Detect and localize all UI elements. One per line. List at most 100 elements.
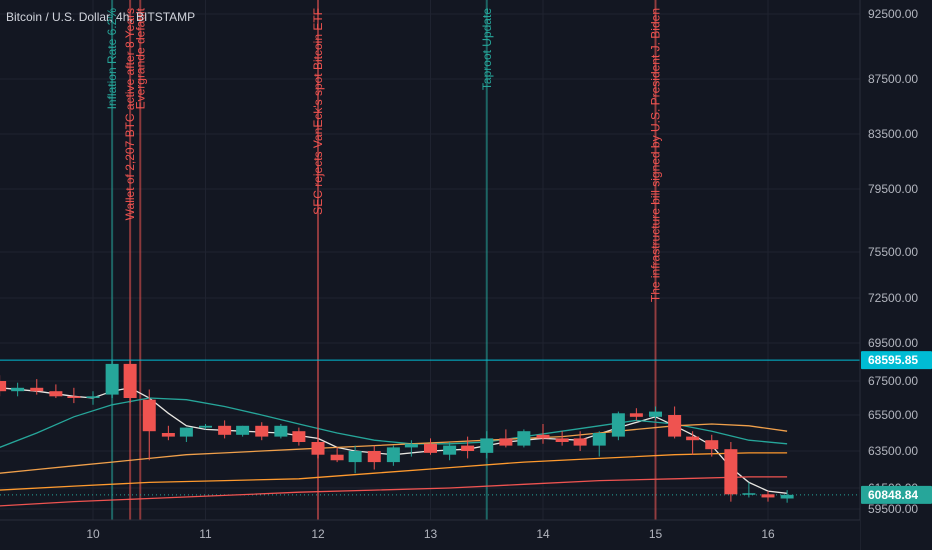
y-tick-label: 69500.00 xyxy=(868,336,918,350)
candle-body xyxy=(123,363,137,398)
candle-body xyxy=(86,396,100,398)
candle-body xyxy=(705,440,719,450)
chart-title: Bitcoin / U.S. Dollar, 4h, BITSTAMP xyxy=(6,10,196,24)
candle-body xyxy=(199,425,212,428)
candle-body xyxy=(161,433,175,437)
candle-body xyxy=(105,363,119,395)
candle xyxy=(179,427,193,442)
y-tick-label: 67500.00 xyxy=(868,374,918,388)
candle xyxy=(705,434,719,457)
price-line-tag-label: 68595.85 xyxy=(868,353,918,367)
candle-body xyxy=(404,443,418,448)
candle xyxy=(0,375,7,397)
candle xyxy=(123,360,137,404)
candle-body xyxy=(480,438,494,453)
event-label: Inflation Rate 6.2% xyxy=(105,8,119,110)
candle-body xyxy=(629,413,643,417)
y-tick-label: 92500.00 xyxy=(868,7,918,21)
candle-body xyxy=(348,451,362,463)
candle-body xyxy=(67,396,81,398)
candle xyxy=(142,389,156,461)
y-tick-label: 87500.00 xyxy=(868,72,918,86)
candle-body xyxy=(330,454,344,461)
candle xyxy=(649,406,662,421)
candle-body xyxy=(30,387,44,392)
event-label: Taproot Update xyxy=(480,8,494,90)
candle xyxy=(555,431,569,446)
candle xyxy=(11,382,25,397)
candle-body xyxy=(724,449,738,495)
x-tick-label: 15 xyxy=(649,527,663,541)
candle xyxy=(461,436,475,459)
y-tick-label: 75500.00 xyxy=(868,245,918,259)
candle xyxy=(67,387,81,404)
candle xyxy=(161,425,175,441)
event-label: Wallet of 2,207 BTC active after 8 Years xyxy=(123,8,137,220)
y-tick-label: 63500.00 xyxy=(868,444,918,458)
candle-body xyxy=(179,427,193,437)
candle-body xyxy=(49,391,63,397)
time-axis xyxy=(0,520,860,550)
candle-body xyxy=(592,433,606,446)
candle xyxy=(443,442,457,461)
candle xyxy=(424,438,437,455)
y-tick-label: 65500.00 xyxy=(868,408,918,422)
candle-body xyxy=(461,445,475,451)
candle xyxy=(330,447,344,463)
candle-body xyxy=(11,387,25,392)
x-tick-label: 11 xyxy=(199,527,212,541)
candle xyxy=(668,406,682,439)
candle xyxy=(724,442,738,502)
y-tick-label: 83500.00 xyxy=(868,127,918,141)
candle xyxy=(629,408,643,421)
moving-average-line xyxy=(0,397,788,448)
x-tick-label: 10 xyxy=(86,527,100,541)
candle-body xyxy=(292,431,306,442)
candle xyxy=(255,422,269,441)
candle xyxy=(292,427,306,446)
x-tick-label: 16 xyxy=(761,527,775,541)
candle-body xyxy=(499,438,513,446)
candle-body xyxy=(0,381,7,392)
candle xyxy=(199,424,212,430)
price-line-tag xyxy=(861,351,932,370)
candle xyxy=(236,425,250,437)
candle-body xyxy=(555,438,569,442)
candle-body xyxy=(573,438,587,446)
candle-body xyxy=(649,411,662,417)
candle-body xyxy=(780,494,794,499)
candle-body xyxy=(274,425,288,437)
candle xyxy=(274,424,288,439)
candle-body xyxy=(386,447,400,463)
candle-body xyxy=(668,415,682,437)
price-line-tag xyxy=(861,485,932,504)
candle xyxy=(686,431,700,455)
candle xyxy=(592,431,606,457)
candle xyxy=(348,445,362,474)
candle-body xyxy=(218,425,232,435)
x-tick-label: 12 xyxy=(311,527,325,541)
candle xyxy=(480,431,494,459)
candle xyxy=(218,420,232,439)
candle-body xyxy=(311,442,325,455)
candle xyxy=(517,429,531,448)
event-label: SEC rejects VanEck's spot Bitcoin ETF xyxy=(311,8,325,215)
candle xyxy=(536,424,550,444)
candle-body xyxy=(142,399,156,432)
moving-average-line xyxy=(0,476,788,507)
candle-body xyxy=(686,436,700,441)
candle xyxy=(49,384,63,398)
candle xyxy=(780,490,794,503)
candle xyxy=(86,391,100,405)
candle-body xyxy=(611,413,625,437)
candle xyxy=(311,427,325,459)
candle-body xyxy=(742,493,756,495)
price-line-tag-label: 60848.84 xyxy=(868,488,918,502)
candle xyxy=(611,411,625,441)
price-axis xyxy=(860,0,932,550)
candle xyxy=(499,429,513,448)
candle xyxy=(30,379,44,395)
candle-body xyxy=(255,425,269,437)
